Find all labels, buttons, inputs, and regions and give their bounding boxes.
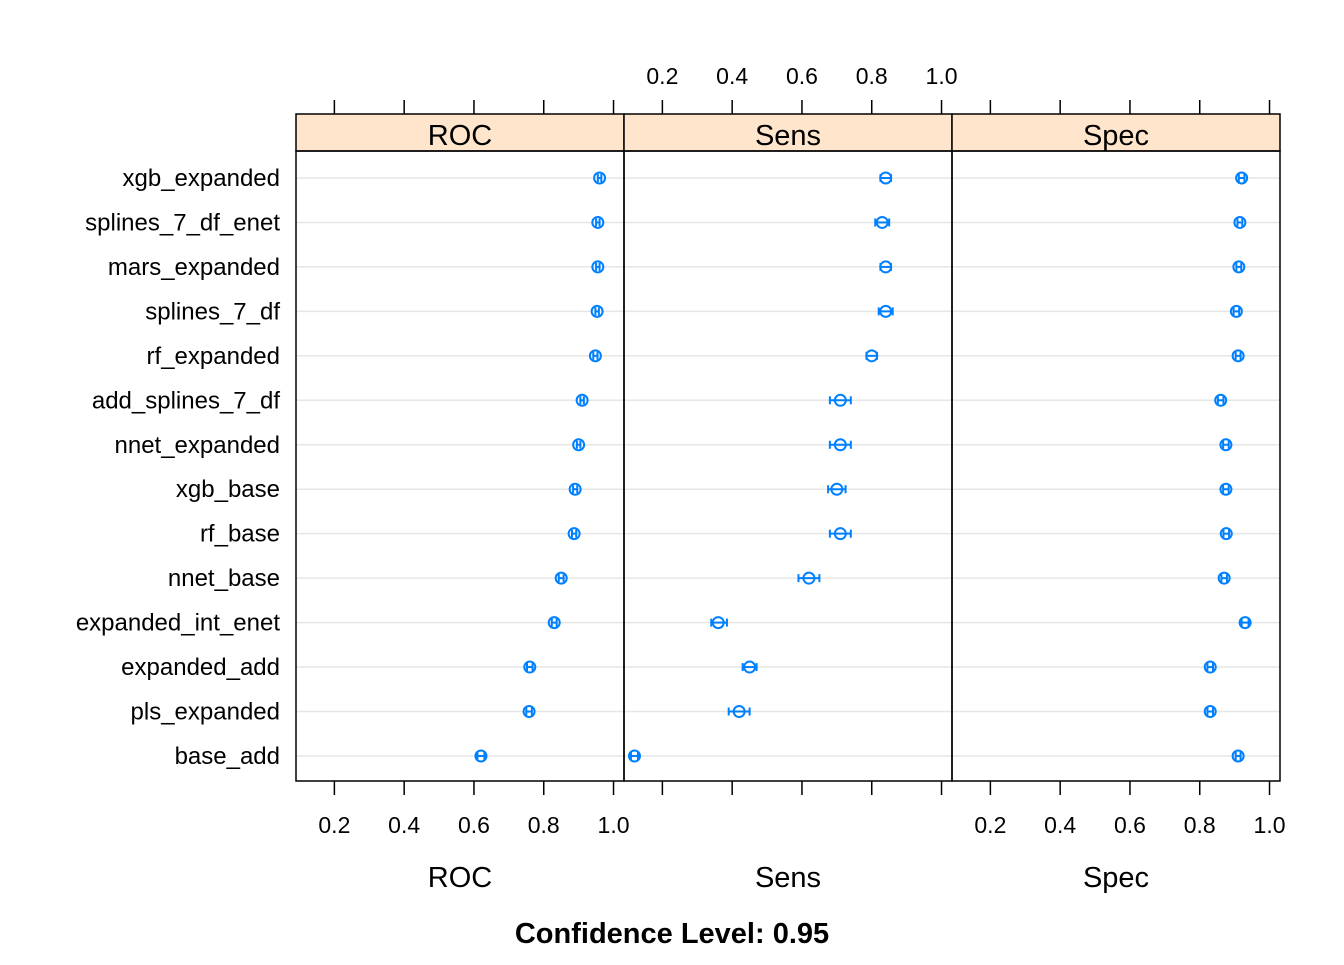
point-spec-rf_expanded (1231, 349, 1245, 363)
category-label-mars_expanded: mars_expanded (108, 254, 280, 281)
strip-spec (951, 113, 1281, 152)
point-roc-splines_7_df (590, 304, 604, 318)
point-sens-mars_expanded (879, 260, 893, 274)
grid-lines (296, 177, 1280, 757)
category-label-xgb_base: xgb_base (176, 476, 280, 503)
category-label-rf_expanded: rf_expanded (147, 343, 280, 370)
point-roc-splines_7_df_enet (591, 215, 605, 229)
panel-roc (295, 150, 625, 782)
category-label-expanded_int_enet: expanded_int_enet (76, 610, 281, 637)
point-roc-expanded_add (523, 660, 537, 674)
category-label-nnet_expanded: nnet_expanded (115, 432, 281, 459)
point-sens-nnet_base (802, 571, 816, 585)
strip-label-sens: Sens (755, 120, 821, 152)
point-roc-pls_expanded (522, 705, 536, 719)
category-label-xgb_expanded: xgb_expanded (123, 165, 280, 192)
data-marks (474, 171, 1252, 763)
tick-label-bottom-spec-0.4: 0.4 (1044, 812, 1076, 838)
point-spec-nnet_expanded (1219, 438, 1233, 452)
category-label-splines_7_df: splines_7_df (145, 298, 280, 325)
category-labels: xgb_expanded splines_7_df_enet mars_expand… (76, 165, 281, 770)
axis-label-spec: Spec (1083, 862, 1149, 894)
point-spec-xgb_expanded (1235, 171, 1249, 185)
category-label-rf_base: rf_base (200, 521, 280, 548)
strip-roc (295, 113, 625, 152)
panel-sens (623, 150, 953, 782)
tick-label-bottom-roc-0.8: 0.8 (528, 812, 560, 838)
tick-label-top-sens-0.2: 0.2 (646, 63, 678, 89)
point-spec-splines_7_df_enet (1233, 215, 1247, 229)
point-sens-expanded_add (743, 660, 757, 674)
point-roc-nnet_expanded (572, 438, 586, 452)
point-sens-rf_expanded (865, 349, 879, 363)
point-sens-expanded_int_enet (711, 616, 725, 630)
tick-label-bottom-spec-0.6: 0.6 (1114, 812, 1146, 838)
tick-label-top-sens-1: 1.0 (926, 63, 958, 89)
point-sens-splines_7_df (879, 304, 893, 318)
chart-caption: Confidence Level: 0.95 (515, 918, 829, 950)
tick-label-bottom-spec-0.2: 0.2 (974, 812, 1006, 838)
point-spec-nnet_base (1217, 571, 1231, 585)
point-roc-mars_expanded (591, 260, 605, 274)
strip-label-roc: ROC (428, 120, 492, 152)
panels: ROC Sens Spec (295, 113, 1281, 782)
point-roc-rf_expanded (588, 349, 602, 363)
tick-label-bottom-spec-1: 1.0 (1254, 812, 1286, 838)
point-spec-xgb_base (1219, 482, 1233, 496)
point-roc-xgb_base (568, 482, 582, 496)
category-label-add_splines_7_df: add_splines_7_df (92, 387, 280, 414)
category-label-pls_expanded: pls_expanded (131, 699, 280, 726)
point-roc-expanded_int_enet (547, 616, 561, 630)
point-roc-base_add (474, 749, 488, 763)
point-roc-add_splines_7_df (575, 393, 589, 407)
point-spec-expanded_int_enet (1238, 616, 1252, 630)
point-spec-splines_7_df (1229, 304, 1243, 318)
tick-label-bottom-spec-0.8: 0.8 (1184, 812, 1216, 838)
category-label-expanded_add: expanded_add (121, 654, 280, 681)
category-label-nnet_base: nnet_base (168, 565, 280, 592)
point-sens-base_add (627, 749, 641, 763)
tick-label-bottom-roc-0.4: 0.4 (388, 812, 420, 838)
point-spec-pls_expanded (1203, 705, 1217, 719)
point-spec-mars_expanded (1232, 260, 1246, 274)
point-sens-pls_expanded (732, 705, 746, 719)
axes: 0.2 0.4 0.6 0.8 1.0 ROC 0.2 0.4 0.6 0.8 1.0 Sens 0.2… (318, 63, 1285, 894)
point-roc-xgb_expanded (593, 171, 607, 185)
axis-label-sens: Sens (755, 862, 821, 894)
point-sens-splines_7_df_enet (875, 215, 889, 229)
category-label-base_add: base_add (175, 743, 280, 770)
point-spec-base_add (1231, 749, 1245, 763)
category-label-splines_7_df_enet: splines_7_df_enet (85, 209, 280, 236)
tick-label-bottom-roc-0.6: 0.6 (458, 812, 490, 838)
point-sens-xgb_expanded (879, 171, 893, 185)
point-roc-rf_base (567, 527, 581, 541)
tick-label-top-sens-0.6: 0.6 (786, 63, 818, 89)
point-sens-add_splines_7_df (833, 393, 847, 407)
tick-label-top-sens-0.8: 0.8 (856, 63, 888, 89)
point-sens-rf_base (833, 527, 847, 541)
point-spec-rf_base (1219, 527, 1233, 541)
strip-label-spec: Spec (1083, 120, 1149, 152)
point-spec-add_splines_7_df (1214, 393, 1228, 407)
tick-label-bottom-roc-0.2: 0.2 (318, 812, 350, 838)
point-sens-xgb_base (830, 482, 844, 496)
axis-label-roc: ROC (428, 862, 492, 894)
panel-spec (951, 150, 1281, 782)
point-spec-expanded_add (1203, 660, 1217, 674)
tick-label-top-sens-0.4: 0.4 (716, 63, 748, 89)
point-sens-nnet_expanded (833, 438, 847, 452)
point-roc-nnet_base (554, 571, 568, 585)
tick-label-bottom-roc-1: 1.0 (598, 812, 630, 838)
